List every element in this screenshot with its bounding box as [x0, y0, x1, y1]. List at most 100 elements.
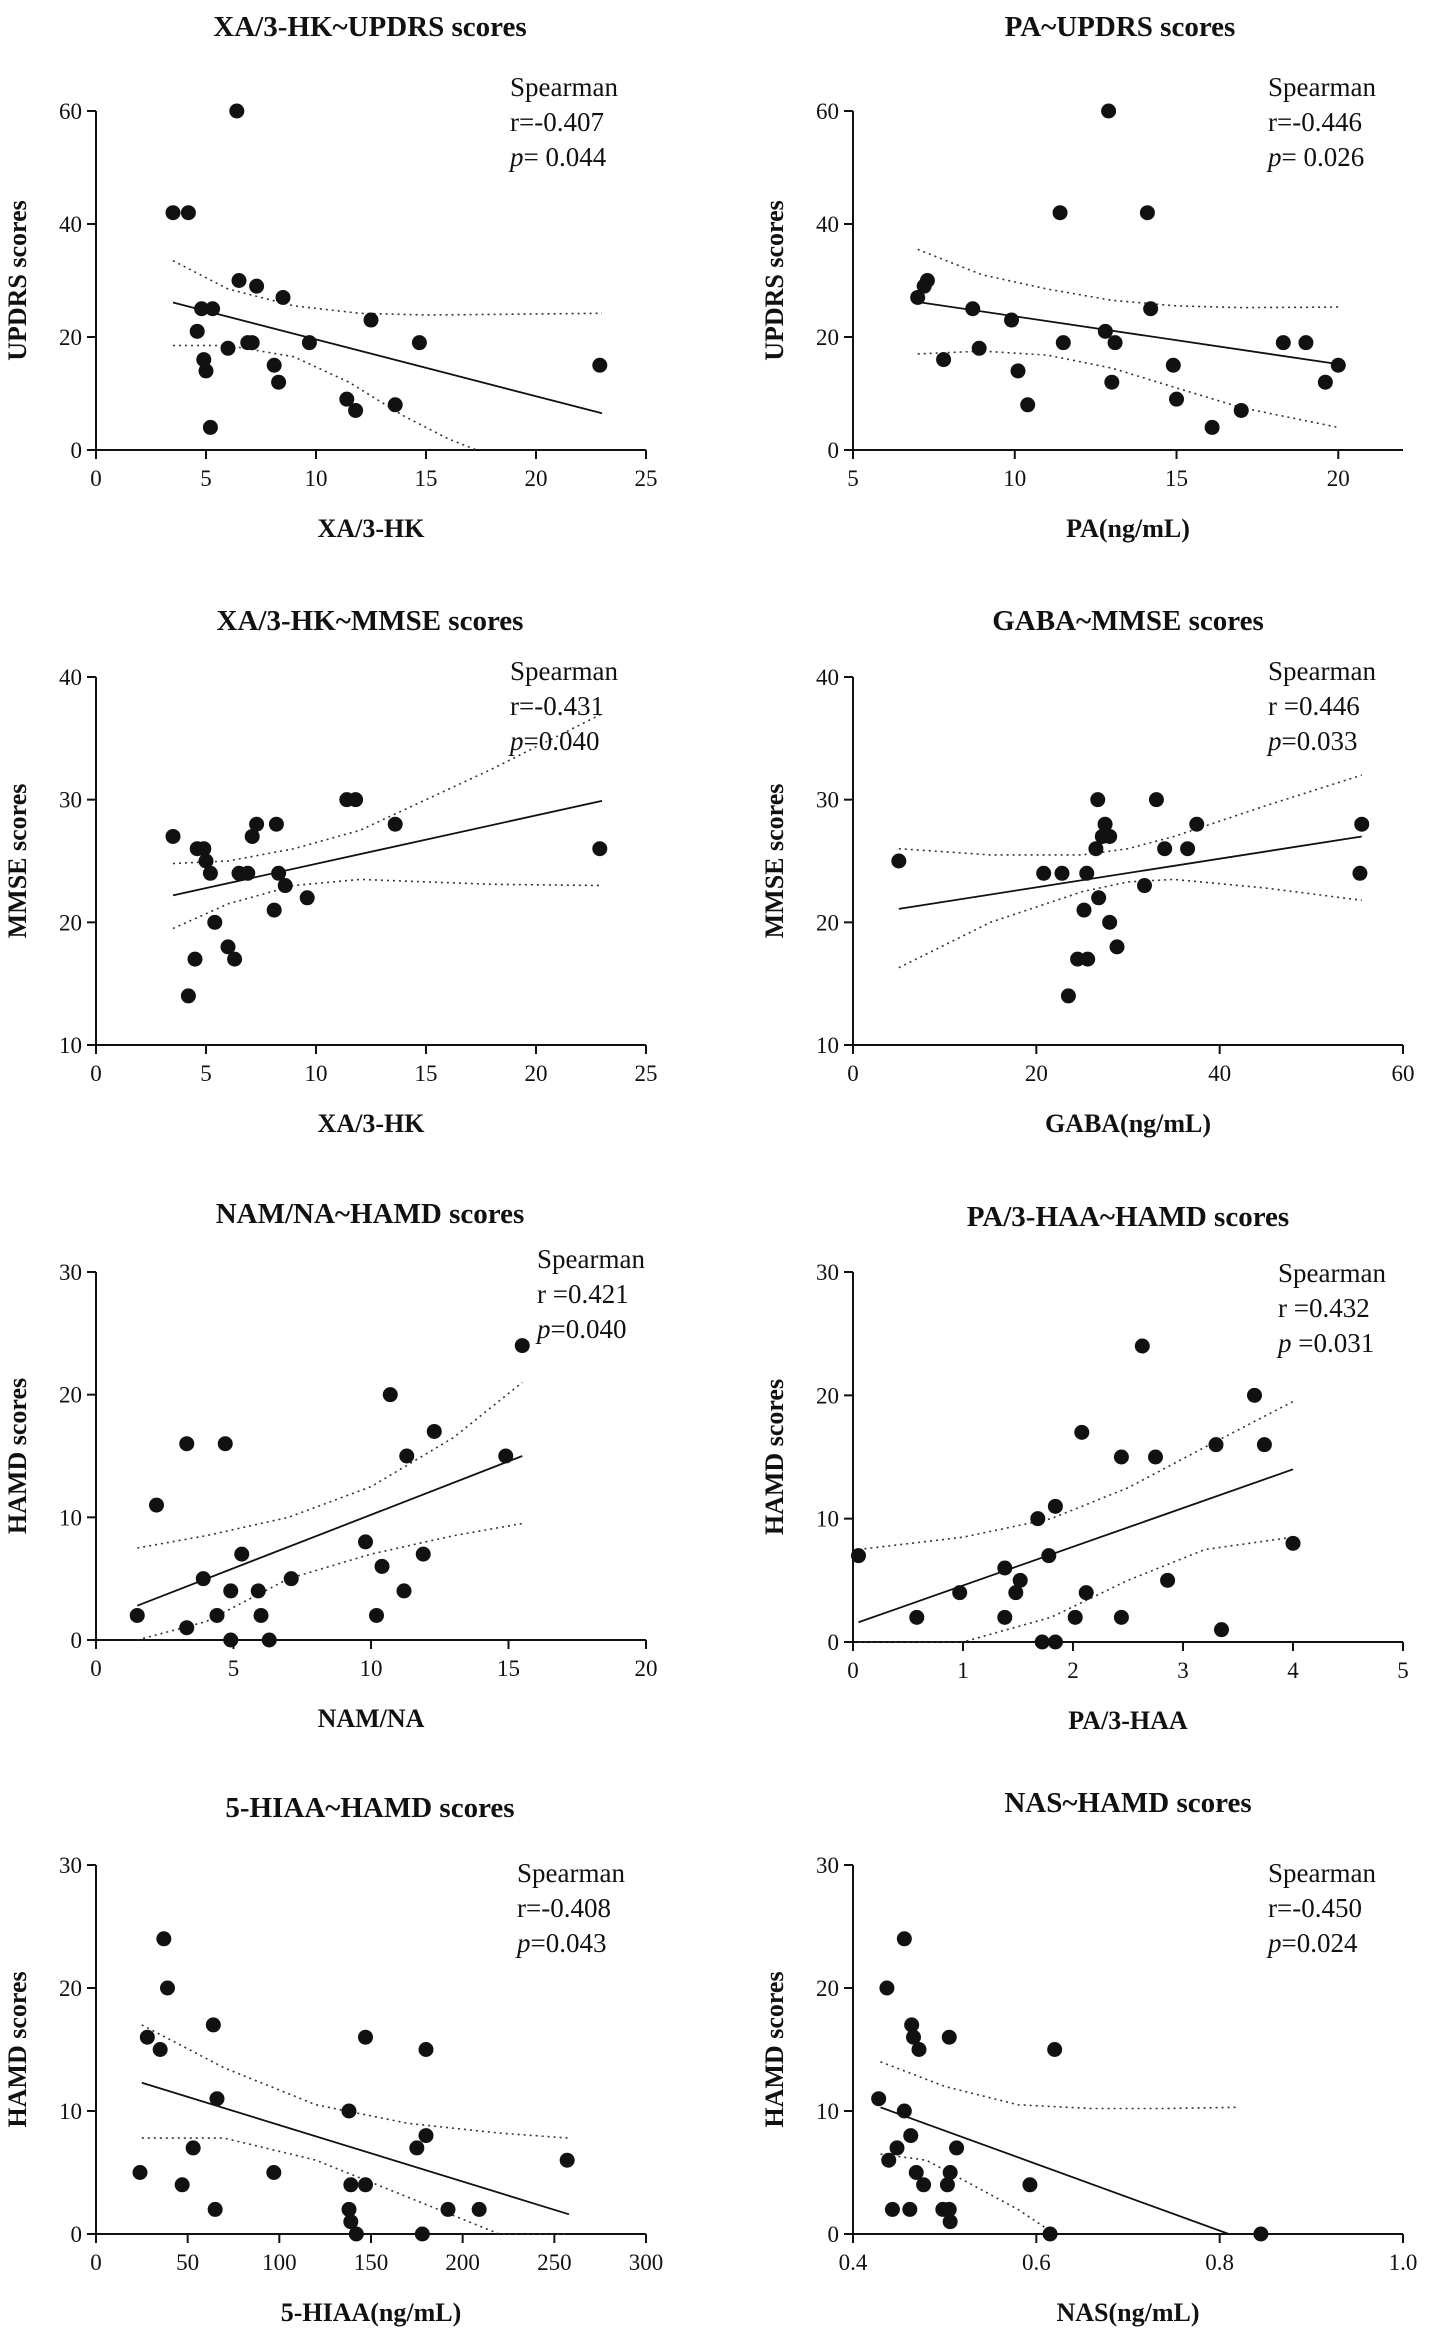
- stat-r: r=-0.446: [1268, 107, 1362, 137]
- stat-p-label: p: [535, 1314, 551, 1344]
- data-point: [341, 2201, 357, 2217]
- data-point: [1354, 816, 1370, 832]
- data-point: [908, 2165, 924, 2180]
- y-axis-label: HAMD scores: [3, 1378, 32, 1534]
- data-point: [910, 289, 926, 305]
- y-axis-label: UPDRS scores: [760, 200, 789, 361]
- data-point: [592, 357, 608, 373]
- data-point: [1214, 1622, 1229, 1638]
- x-tick-label: 5: [228, 1656, 240, 1681]
- x-tick-label: 15: [497, 1656, 520, 1681]
- x-tick-label: 0.8: [1205, 2250, 1234, 2275]
- data-point: [1253, 2226, 1269, 2242]
- data-point: [234, 1546, 250, 1562]
- stat-p-value: =0.033: [1282, 726, 1358, 756]
- data-point: [343, 2214, 359, 2230]
- data-point: [1022, 2177, 1038, 2193]
- data-point: [1074, 1424, 1090, 1440]
- scatter-panel: NAS~HAMD scores 0.4 0.6 0.8 1.0 0 10 20 30 NAS(ng…: [760, 1787, 1417, 2327]
- data-point: [223, 1583, 239, 1599]
- data-point: [209, 2091, 225, 2107]
- data-point: [1247, 1387, 1262, 1403]
- data-point: [1233, 402, 1249, 418]
- data-point: [165, 828, 181, 844]
- data-point: [374, 1558, 390, 1574]
- scatter-panel: PA/3-HAA~HAMD scores 0 1 2 3 4 5 0 10 20 30 PA/3-HA…: [760, 1201, 1409, 1735]
- y-tick-label: 40: [816, 212, 839, 237]
- data-point: [189, 323, 205, 339]
- data-point: [301, 335, 317, 351]
- x-tick-label: 250: [537, 2250, 572, 2275]
- data-point: [916, 2177, 932, 2193]
- data-point: [1080, 951, 1096, 967]
- stat-r: r=-0.450: [1268, 1893, 1362, 1923]
- data-point: [1078, 1585, 1094, 1601]
- stat-p: p=0.043: [515, 1928, 606, 1958]
- data-point: [1208, 1437, 1224, 1453]
- x-tick-label: 5: [200, 466, 212, 491]
- x-tick-label: 2: [1067, 1658, 1079, 1683]
- y-tick-label: 40: [59, 665, 82, 690]
- data-point: [358, 2177, 373, 2193]
- stat-method: Spearman: [537, 1244, 645, 1274]
- x-tick-label: 100: [262, 2250, 297, 2275]
- data-point: [936, 352, 952, 368]
- ci-lower-curve: [917, 350, 1339, 429]
- data-point: [1090, 792, 1106, 808]
- regression-line: [136, 1455, 523, 1607]
- data-point: [277, 878, 293, 894]
- data-point: [341, 2103, 357, 2119]
- y-tick-label: 10: [59, 1033, 82, 1058]
- x-tick-label: 150: [354, 2250, 389, 2275]
- x-axis-label: NAS(ng/mL): [1056, 2298, 1199, 2327]
- data-point: [198, 363, 214, 379]
- data-point: [268, 816, 284, 832]
- y-tick-label: 10: [816, 2099, 839, 2124]
- x-tick-label: 0.6: [1022, 2250, 1051, 2275]
- data-point: [266, 902, 282, 918]
- data-point: [363, 312, 379, 328]
- data-point: [198, 853, 214, 869]
- data-point: [149, 1497, 164, 1513]
- data-point: [358, 2029, 373, 2045]
- x-tick-label: 200: [445, 2250, 480, 2275]
- data-point: [253, 1607, 269, 1623]
- x-tick-label: 10: [305, 466, 328, 491]
- x-axis-label: PA/3-HAA: [1068, 1706, 1188, 1735]
- data-point: [1285, 1535, 1301, 1551]
- x-tick-label: 4: [1287, 1658, 1299, 1683]
- data-point: [348, 792, 364, 808]
- data-point: [1097, 323, 1113, 339]
- ci-lower-curve: [898, 878, 1362, 969]
- y-axis-label: MMSE scores: [760, 784, 789, 939]
- y-tick-label: 20: [816, 1976, 839, 2001]
- data-point: [1055, 335, 1071, 351]
- data-point: [1330, 357, 1346, 373]
- scatter-panel: PA~UPDRS scores 5 10 15 20 0 20 40 60 PA(ng/mL) UP…: [760, 11, 1403, 543]
- data-point: [202, 419, 218, 435]
- x-tick-label: 1: [957, 1658, 969, 1683]
- x-tick-label: 0: [847, 1061, 859, 1086]
- data-point: [426, 1423, 442, 1439]
- data-point: [1107, 335, 1123, 351]
- stat-p: p=0.040: [508, 726, 599, 756]
- scatter-panel: NAM/NA~HAMD scores 0 5 10 15 20 0 10 20 30 NAM/NA H…: [3, 1198, 658, 1733]
- scatter-panel: XA/3-HK~MMSE scores 0 5 10 15 20 25 10 20 30 40 XA/…: [3, 605, 658, 1138]
- data-point: [165, 205, 181, 221]
- ci-upper-curve: [172, 259, 603, 316]
- stat-p-label: p: [1266, 726, 1282, 756]
- x-tick-label: 0: [90, 1061, 102, 1086]
- x-tick-label: 25: [635, 466, 658, 491]
- data-point: [1148, 1449, 1163, 1465]
- stat-p: p= 0.044: [508, 142, 607, 172]
- stat-p-value: =0.040: [551, 1314, 627, 1344]
- y-tick-label: 20: [816, 325, 839, 350]
- data-point: [1160, 1572, 1176, 1588]
- y-tick-label: 10: [59, 2099, 82, 2124]
- data-point: [399, 1448, 415, 1464]
- data-point: [152, 2042, 168, 2057]
- stat-p-label: p: [1266, 1928, 1282, 1958]
- y-tick-label: 30: [816, 1853, 839, 1878]
- x-tick-label: 60: [1392, 1061, 1415, 1086]
